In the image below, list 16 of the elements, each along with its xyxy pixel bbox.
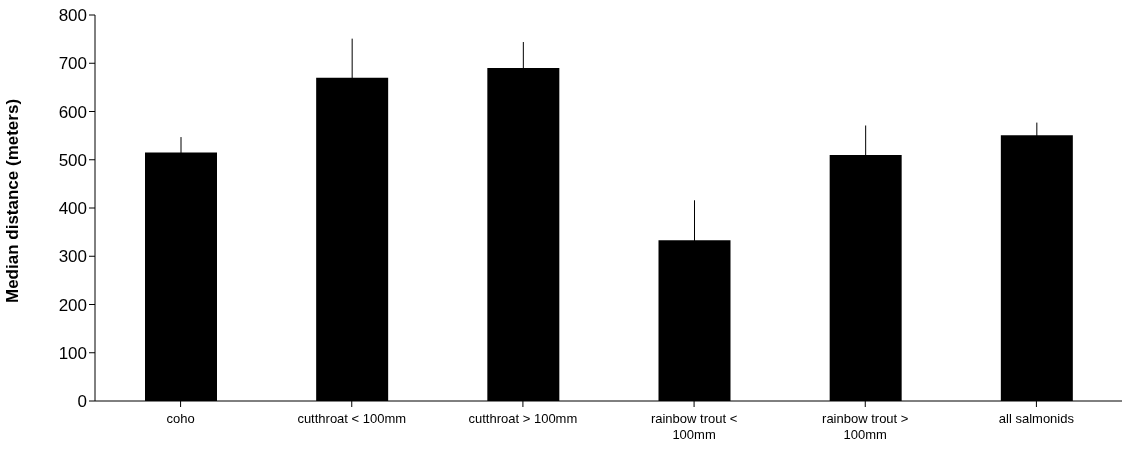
y-tick-label: 300	[58, 247, 87, 267]
x-tick-label: coho	[166, 411, 195, 426]
x-tick-label: rainbow trout < 100mm	[650, 411, 738, 442]
y-tick-label: 100	[58, 343, 87, 363]
y-axis-title: Median distance (meters)	[3, 98, 23, 303]
y-tick-label: 500	[58, 150, 87, 170]
y-tick-label: 0	[77, 392, 87, 412]
y-tick-label: 600	[58, 102, 87, 122]
x-tick-label: cutthroat < 100mm	[297, 411, 407, 426]
y-tick-label: 400	[58, 199, 87, 219]
x-tick-label: cutthroat > 100mm	[468, 411, 578, 426]
y-tick-label: 200	[58, 295, 87, 315]
x-tick-label: all salmonids	[998, 411, 1075, 426]
y-tick-label: 700	[58, 54, 87, 74]
y-tick-label: 800	[58, 6, 87, 26]
x-tick-label: rainbow trout > 100mm	[822, 411, 909, 442]
